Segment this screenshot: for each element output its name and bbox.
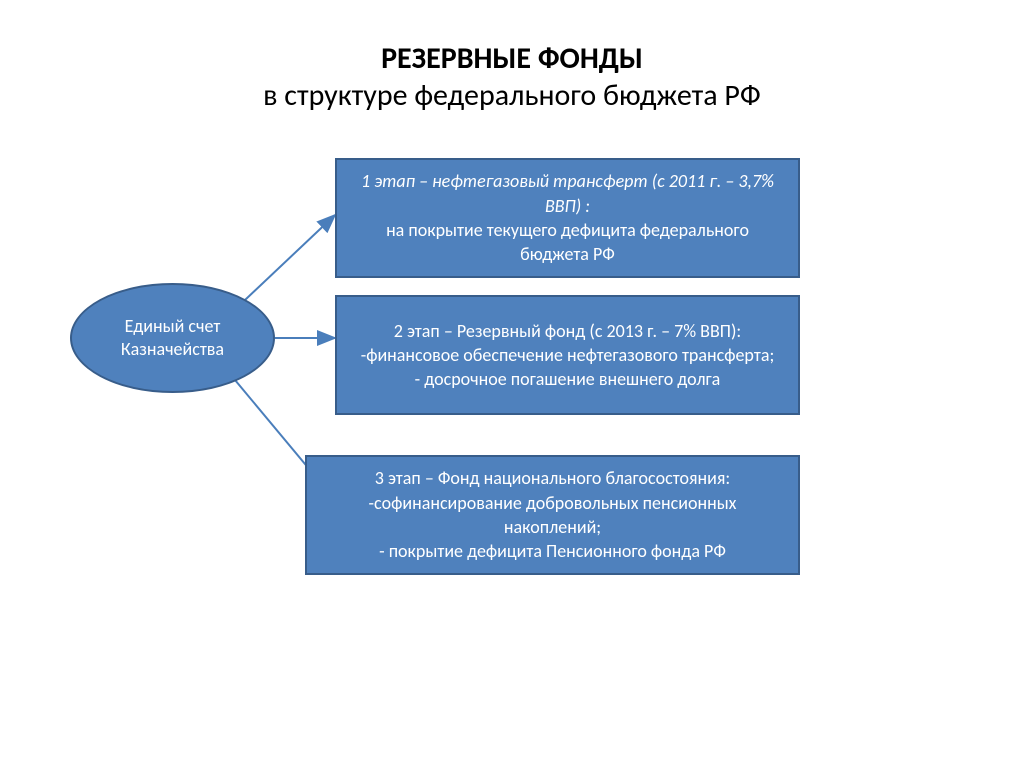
source-ellipse: Единый счет Казначейства <box>70 283 275 393</box>
title-line1: РЕЗЕРВНЫЕ ФОНДЫ <box>0 40 1024 77</box>
stage-text-2: 2 этап – Резервный фонд (с 2013 г. – 7% … <box>361 319 775 392</box>
source-label: Единый счет Казначейства <box>121 315 224 362</box>
title-line2: в структуре федерального бюджета РФ <box>0 77 1024 114</box>
slide: РЕЗЕРВНЫЕ ФОНДЫ в структуре федерального… <box>0 0 1024 767</box>
stage-text-1: 1 этап – нефтегазовый трансферт (с 2011 … <box>353 169 782 266</box>
stage-box-1: 1 этап – нефтегазовый трансферт (с 2011 … <box>335 158 800 278</box>
stage-box-3: 3 этап – Фонд национального благосостоян… <box>305 455 800 575</box>
stage-box-2: 2 этап – Резервный фонд (с 2013 г. – 7% … <box>335 295 800 415</box>
stage-text-3: 3 этап – Фонд национального благосостоян… <box>323 466 782 563</box>
slide-title: РЕЗЕРВНЫЕ ФОНДЫ в структуре федерального… <box>0 40 1024 114</box>
